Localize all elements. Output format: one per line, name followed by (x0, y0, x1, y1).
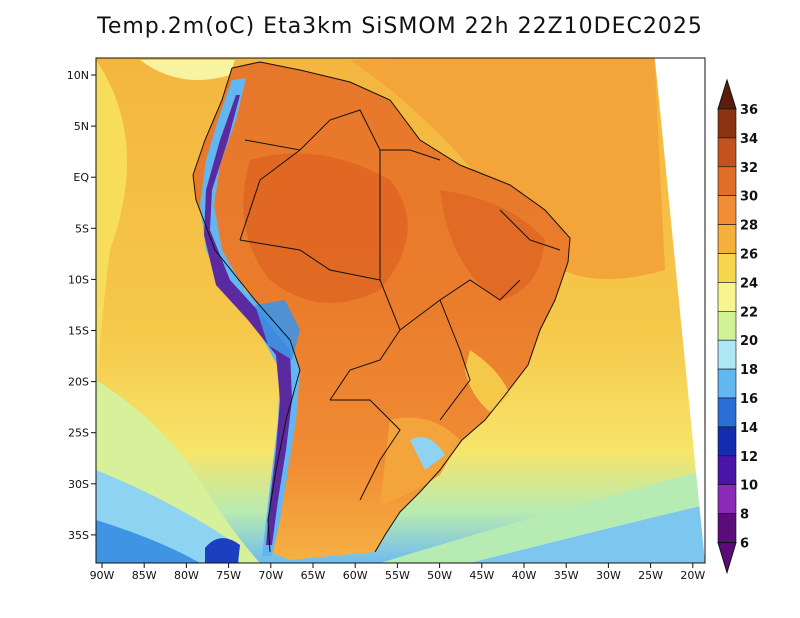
colorbar-swatch (717, 166, 737, 197)
colorbar-swatch (717, 253, 737, 283)
colorbar-label: 8 (740, 508, 749, 523)
colorbar-label: 30 (740, 190, 758, 205)
lat-tick-label: 10N (67, 69, 89, 82)
lon-tick-label: 75W (216, 569, 241, 582)
colorbar-bottom-arrow (717, 542, 737, 575)
lon-tick-label: 50W (427, 569, 452, 582)
lon-tick-label: 40W (512, 569, 537, 582)
atlantic-cold-band (470, 505, 705, 563)
colorbar-label: 34 (740, 132, 758, 147)
colorbar: 36 34 32 30 28 26 24 22 20 18 16 14 12 10 8 6 (717, 78, 758, 575)
lat-tick-label: 5N (74, 120, 89, 133)
map-frame (95, 57, 706, 564)
chart-title: Temp.2m(oC) Eta3km SiSMOM 22h 22Z10DEC20… (97, 14, 703, 39)
pacific-cool-band (96, 60, 128, 400)
lon-tick-label: 55W (385, 569, 410, 582)
lat-tick-label: 35S (68, 529, 89, 542)
colorbar-label: 12 (740, 450, 758, 465)
lon-tick-label: 45W (469, 569, 494, 582)
colorbar-label: 22 (740, 305, 758, 320)
colorbar-swatch (717, 455, 737, 485)
colorbar-label: 6 (740, 537, 749, 552)
colorbar-swatch (717, 224, 737, 254)
lon-tick-label: 30W (596, 569, 621, 582)
south-brazil-cool-spot (410, 437, 445, 470)
altiplano-area (255, 300, 300, 360)
colorbar-label: 16 (740, 392, 758, 407)
longitude-axis: 90W 85W 80W 75W 70W 65W 60W 55W 50W 45W 40W 35W 30W 2… (90, 563, 705, 582)
colorbar-label: 28 (740, 219, 758, 234)
lon-tick-label: 60W (343, 569, 368, 582)
cold-spot (205, 538, 240, 563)
lat-tick-label: 15S (68, 325, 89, 338)
lon-tick-label: 70W (258, 569, 283, 582)
lat-tick-label: 10S (68, 273, 89, 286)
pacific-colder-band (96, 520, 200, 563)
lon-tick-label: 65W (301, 569, 326, 582)
lat-tick-label: 30S (68, 478, 89, 491)
colorbar-label: 20 (740, 334, 758, 349)
lat-tick-label: 5S (75, 222, 89, 235)
lon-tick-label: 80W (174, 569, 199, 582)
southeast-area (465, 350, 510, 412)
colorbar-swatch (717, 310, 737, 341)
lon-tick-label: 35W (554, 569, 579, 582)
latitude-axis: 10N 5N EQ 5S 10S 15S 20S 25S 30S 35S (67, 69, 96, 542)
colorbar-label: 10 (740, 479, 758, 494)
colorbar-swatch (717, 513, 737, 543)
lon-tick-label: 20W (680, 569, 705, 582)
northeast-hot-area (440, 190, 545, 300)
colorbar-label: 14 (740, 421, 758, 436)
colorbar-label: 18 (740, 363, 758, 378)
country-borders (192, 61, 571, 553)
lon-tick-label: 90W (90, 569, 115, 582)
caribbean-band (140, 60, 235, 80)
lat-tick-label: 20S (68, 376, 89, 389)
lat-tick-label: 25S (68, 427, 89, 440)
colorbar-label: 24 (740, 276, 758, 291)
amazon-hot-area (243, 153, 408, 303)
colorbar-swatch (717, 137, 737, 168)
south-brazil-area (380, 417, 460, 505)
lon-tick-label: 25W (638, 569, 663, 582)
colorbar-swatch (717, 282, 737, 312)
colorbar-swatch (717, 195, 737, 225)
andes-coldest-band (204, 95, 292, 545)
colorbar-swatch (717, 108, 737, 139)
colorbar-swatch (717, 368, 737, 399)
colorbar-swatch (717, 484, 737, 514)
colorbar-label: 32 (740, 161, 758, 176)
colorbar-swatch (717, 339, 737, 370)
lon-tick-label: 85W (132, 569, 157, 582)
colorbar-swatch (717, 397, 737, 428)
colorbar-swatch (717, 426, 737, 457)
lat-tick-label: EQ (73, 171, 89, 184)
colorbar-label: 26 (740, 248, 758, 263)
colorbar-label: 36 (740, 103, 758, 118)
colorbar-top-arrow (717, 78, 737, 110)
atlantic-warm-band (350, 58, 665, 279)
